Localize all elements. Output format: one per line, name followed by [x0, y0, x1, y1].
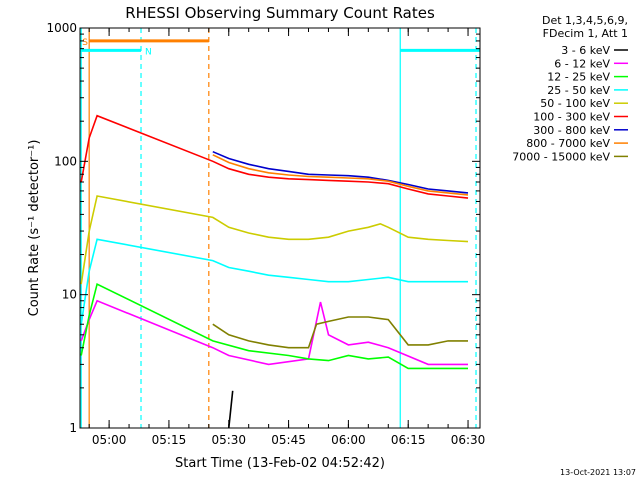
timestamp: 13-Oct-2021 13:07 [560, 468, 636, 477]
series-line-4 [80, 195, 469, 285]
y-axis-label: Count Rate (s⁻¹ detector⁻¹) [27, 140, 42, 317]
legend-label-3: 25 - 50 keV [547, 84, 610, 97]
legend-label-2: 12 - 25 keV [547, 71, 610, 84]
y-tick-label-0: 1 [69, 421, 77, 435]
axis-ticks: 1 10 100 1000 05:00 05:15 05:30 05:45 06:00 06:15… [46, 21, 485, 447]
x-tick-label-1: 05:15 [152, 433, 187, 447]
y-tick-label-3: 1000 [46, 21, 77, 35]
series-line-7 [212, 154, 469, 196]
legend: Det 1,3,4,5,6,9,FDecim 1, Att 1 3 - 6 keV… [512, 14, 628, 163]
x-tick-label-6: 06:30 [451, 433, 486, 447]
annotation-s: S [82, 38, 88, 48]
legend-label-6: 300 - 800 keV [533, 124, 610, 137]
series-line-2 [80, 282, 468, 370]
legend-label-5: 100 - 300 keV [533, 111, 610, 124]
plot-content [80, 28, 480, 428]
legend-label-4: 50 - 100 keV [540, 97, 610, 110]
series-line-8 [212, 316, 468, 349]
legend-label-1: 6 - 12 keV [554, 57, 610, 70]
legend-label-7: 800 - 7000 keV [526, 137, 610, 150]
legend-header-1: FDecim 1, Att 1 [543, 27, 628, 40]
series-line-5 [80, 114, 469, 199]
x-axis-label: Start Time (13-Feb-02 04:52:42) [175, 456, 385, 471]
annotation-n: N [145, 47, 152, 57]
plot-area: SN [79, 27, 481, 429]
legend-label-8: 7000 - 15000 keV [512, 150, 610, 163]
series-line-1 [80, 299, 468, 366]
series-line-3 [80, 238, 468, 325]
y-tick-label-2: 100 [54, 154, 77, 168]
chart-title: RHESSI Observing Summary Count Rates [125, 4, 435, 22]
legend-header-0: Det 1,3,4,5,6,9, [542, 14, 628, 27]
legend-label-0: 3 - 6 keV [561, 44, 610, 57]
x-tick-label-2: 05:30 [211, 433, 246, 447]
series-line-6 [212, 150, 469, 194]
plot-frame [79, 27, 481, 429]
y-tick-label-1: 10 [62, 288, 77, 302]
x-tick-label-0: 05:00 [92, 433, 127, 447]
x-tick-label-4: 06:00 [331, 433, 366, 447]
series-line-0 [228, 390, 234, 428]
x-tick-label-5: 06:15 [391, 433, 426, 447]
x-tick-label-3: 05:45 [271, 433, 306, 447]
